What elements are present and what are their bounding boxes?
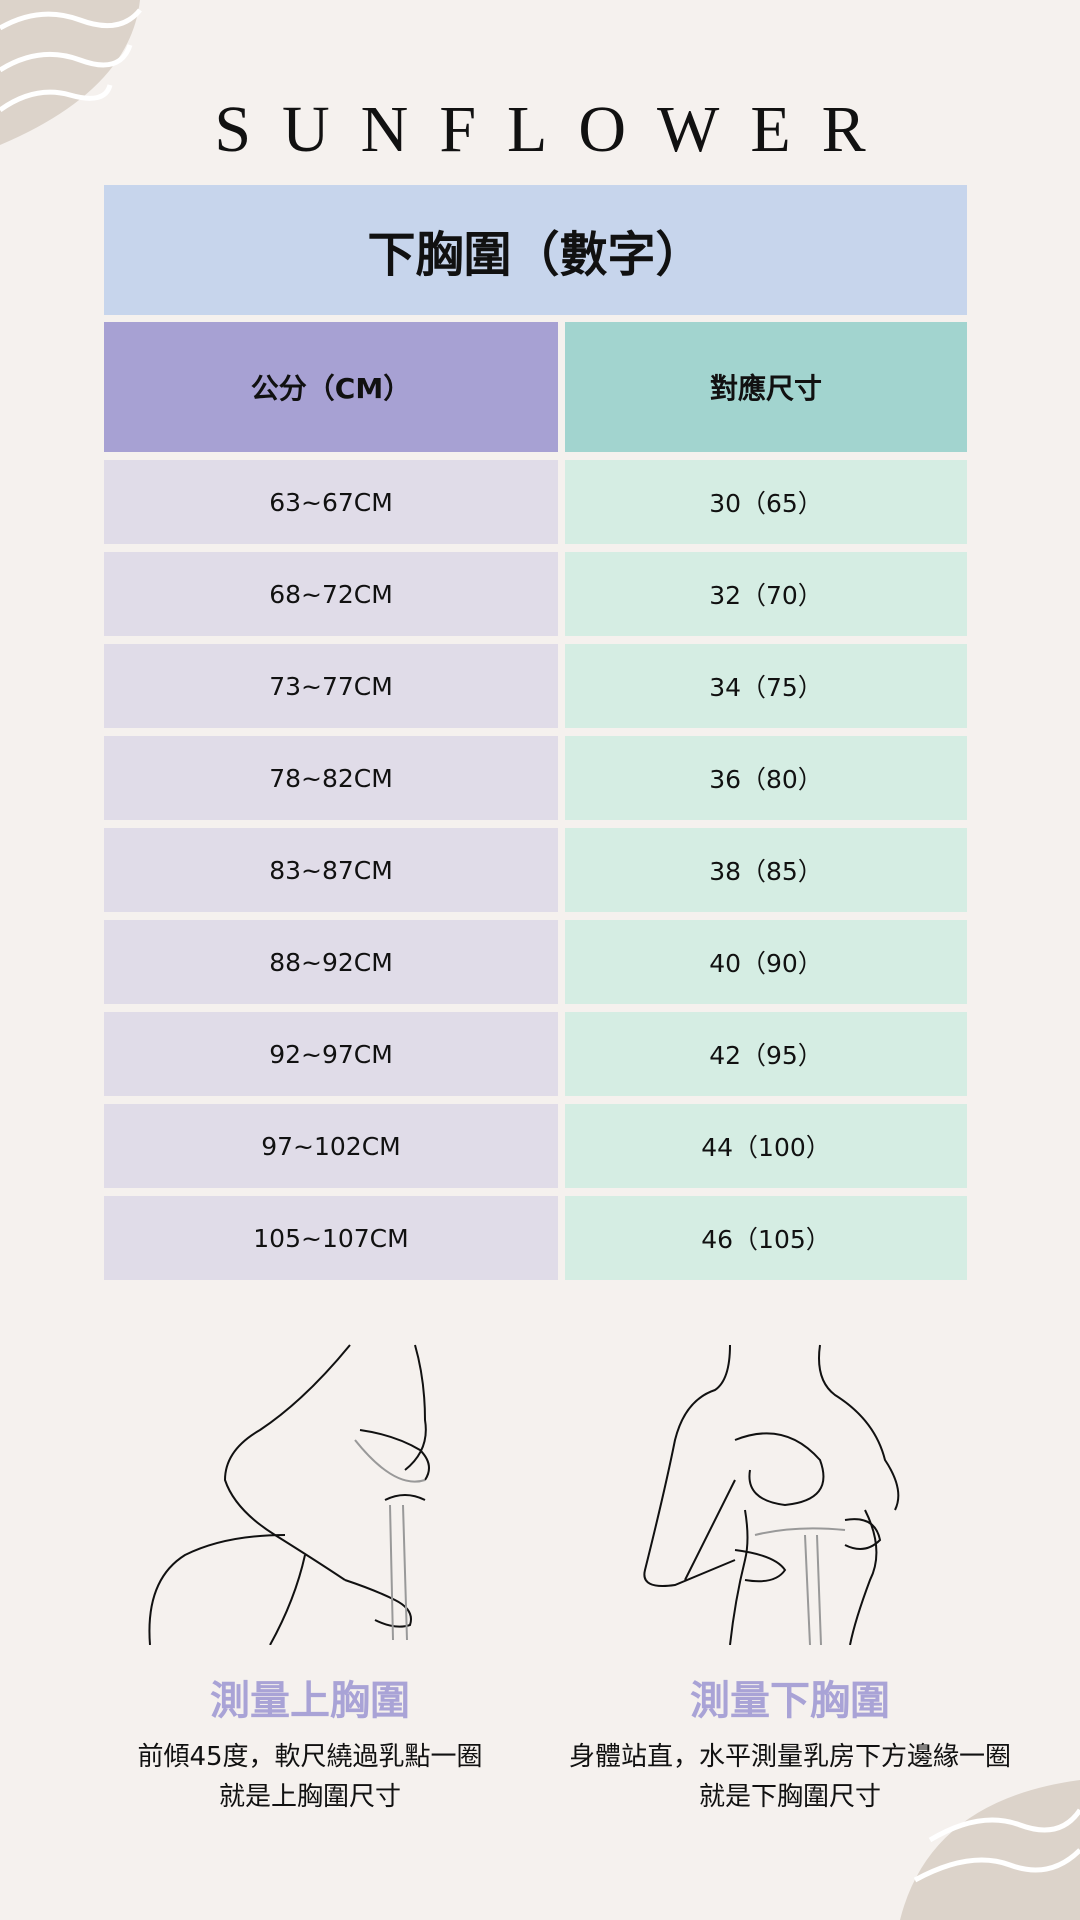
cm-cell: 63~67CM (104, 460, 558, 544)
upper-bust-description: 前傾45度，軟尺繞過乳點一圈 就是上胸圍尺寸 (40, 1737, 580, 1817)
under-bust-desc-line1: 身體站直，水平測量乳房下方邊緣一圈 (568, 1742, 1011, 1772)
size-cell: 38（85） (565, 828, 967, 912)
cm-cell: 68~72CM (104, 552, 558, 636)
decorative-wave-top-left (0, 0, 142, 145)
size-cell: 42（95） (565, 1012, 967, 1096)
cm-cell: 88~92CM (104, 920, 558, 1004)
size-cell: 32（70） (565, 552, 967, 636)
decorative-wave-bottom-right (900, 1780, 1080, 1920)
illustration-upper-bust (148, 1344, 430, 1645)
cm-cell: 83~87CM (104, 828, 558, 912)
brand-logo: SUNFLOWER (214, 93, 897, 166)
size-cell: 40（90） (565, 920, 967, 1004)
size-cell: 44（100） (565, 1104, 967, 1188)
cm-cell: 78~82CM (104, 736, 558, 820)
illustration-under-bust (643, 1344, 900, 1645)
table-title: 下胸圍（數字） (104, 185, 967, 315)
cm-cell: 97~102CM (104, 1104, 558, 1188)
header-cm: 公分（CM） (104, 322, 558, 452)
cm-cell: 105~107CM (104, 1196, 558, 1280)
upper-bust-desc-line1: 前傾45度，軟尺繞過乳點一圈 (137, 1742, 483, 1772)
header-size: 對應尺寸 (565, 322, 967, 452)
cm-cell: 73~77CM (104, 644, 558, 728)
size-cell: 36（80） (565, 736, 967, 820)
upper-bust-label: 測量上胸圍 (210, 1678, 410, 1724)
upper-bust-desc-line2: 就是上胸圍尺寸 (218, 1782, 401, 1812)
cm-cell: 92~97CM (104, 1012, 558, 1096)
under-bust-description: 身體站直，水平測量乳房下方邊緣一圈 就是下胸圍尺寸 (520, 1737, 1060, 1817)
under-bust-label: 測量下胸圍 (690, 1678, 890, 1724)
size-cell: 30（65） (565, 460, 967, 544)
size-cell: 34（75） (565, 644, 967, 728)
size-cell: 46（105） (565, 1196, 967, 1280)
under-bust-desc-line2: 就是下胸圍尺寸 (698, 1782, 881, 1812)
